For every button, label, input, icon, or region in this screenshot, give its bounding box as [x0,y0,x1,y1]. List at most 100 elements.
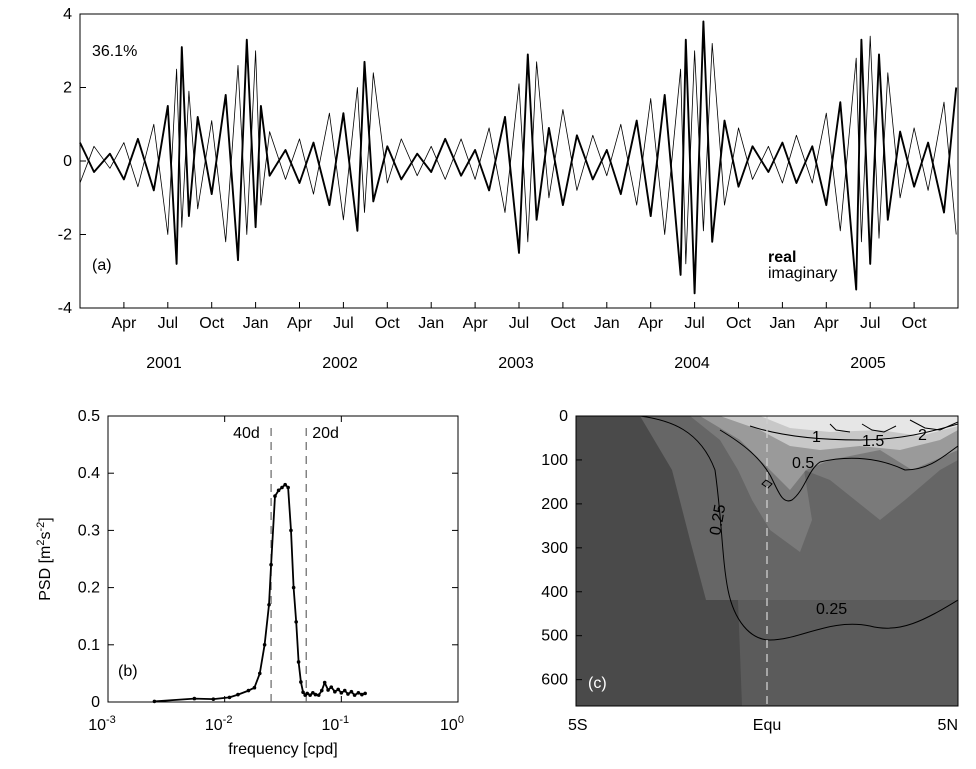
year-label: 2003 [498,355,534,372]
panel-c-x-ticks: 5S Equ 5N [568,717,958,734]
series-line-imaginary [79,35,957,265]
month-tick-label: Jul [333,315,353,332]
y-tick-label: 600 [541,672,568,689]
year-label: 2004 [674,355,710,372]
legend-imaginary: imaginary [768,265,837,282]
psd-point [246,688,251,693]
panel-a-y-ticks: 4 2 0 -2 -4 [58,6,86,317]
y-tick-label: -2 [58,227,72,244]
psd-point [336,687,340,692]
psd-point [316,693,321,697]
psd-point [313,692,318,697]
year-label: 2001 [146,355,182,372]
psd-point [236,692,240,697]
y-tick-label: 200 [541,496,568,513]
panel-b-x-axis-label: frequency [cpd] [228,741,337,758]
month-tick-label: Jan [243,315,269,332]
psd-point [308,693,312,697]
contour-label: 0.5 [792,455,814,472]
panel-b-tag: (b) [118,663,138,680]
panel-b-y-ticks: 0 0.1 0.2 0.3 0.4 0.5 [78,408,458,711]
psd-point [211,697,216,701]
psd-point [286,485,290,490]
month-tick-label: Oct [726,315,751,332]
panel-b-x-ticks: 10-3 10-2 10-1 100 [88,416,464,734]
psd-point [305,691,310,696]
psd-point [322,680,327,685]
y-tick-label: 0 [91,694,100,711]
panel-c-y-ticks: 0 100 200 300 400 500 600 [541,408,582,689]
y-tick-label: 0.1 [78,637,100,654]
shade-lightest [760,416,958,436]
panel-a-tag: (a) [92,257,112,274]
series-line-real [79,20,958,295]
panel-a-percent-annotation: 36.1% [92,43,137,60]
month-tick-label: Apr [638,315,664,332]
contour-0-5 [719,429,958,502]
y-tick-label: 0.4 [78,465,100,482]
year-label: 2005 [850,355,886,372]
psd-point [352,693,357,697]
x-tick-label: Equ [753,717,781,734]
psd-point [299,680,303,684]
psd-point [283,482,287,487]
panel-a-series [79,20,958,295]
y-tick-label: 4 [63,6,72,23]
panel-c-tag: (c) [588,675,607,692]
psd-point [349,689,354,694]
contour-label: 0.25 [707,503,729,537]
month-tick-label: Apr [287,315,313,332]
psd-point [276,488,281,493]
contour-1 [749,423,958,441]
psd-point [267,602,271,607]
psd-point [273,494,277,498]
panel-c-frame [575,415,959,707]
y-tick-label: 500 [541,628,568,645]
panel-c-field [576,416,958,706]
y-tick-label: 0 [63,153,72,170]
x-tick-label: 10-3 [88,714,116,734]
psd-point [227,695,232,700]
psd-point [333,689,337,694]
psd-point [356,691,361,695]
psd-point [152,699,157,704]
panel-a-x-ticks: Apr Jul Oct Jan Apr Jul Oct Jan Apr Jul Oct Jan Apr J… [111,302,927,372]
psd-point [252,685,257,690]
psd-point [296,660,301,664]
panel-b: 40d 20d 00.10.20.30.40.5 10-3 10-2 10-1 100 … [35,408,464,758]
contour-1-5-2 [829,419,958,433]
x-tick-label: 100 [440,714,464,734]
psd-point [291,585,296,590]
month-tick-label: Oct [375,315,400,332]
panel-a: 4 2 0 -2 -4 Apr Jul Oct Jan Apr Jul Oct Jan Apr Jul Oc… [58,6,959,372]
month-tick-label: Jul [684,315,704,332]
psd-point [342,688,347,693]
month-tick-label: Jul [860,315,880,332]
y-tick-label: 0 [559,408,568,425]
month-tick-label: Apr [111,315,137,332]
x-tick-label: 5S [568,717,588,734]
psd-point [363,691,367,696]
panel-c: 0 100 200 300 400 500 600 5S Equ 5N (c) 2 1.5 1 … [541,408,959,734]
psd-point [319,688,324,693]
psd-point [339,691,344,695]
y-tick-label: 0.2 [78,580,100,597]
period-label: 40d [233,425,260,442]
contour-0-25 [639,416,958,641]
psd-point [294,620,298,624]
psd-point [262,643,267,647]
contour-label: 1 [812,429,821,446]
contour-closed-loop [761,479,773,489]
panel-c-contour-labels: 2 1.5 1 0.5 0.25 0.25 [707,427,927,618]
x-tick-label: 10-1 [322,714,350,734]
contour-label: 0.25 [816,601,847,618]
y-tick-label: 400 [541,584,568,601]
contour-label: 1.5 [862,433,884,450]
y-tick-label: 2 [63,80,72,97]
month-tick-label: Oct [199,315,224,332]
panel-a-frame [79,13,959,309]
panel-b-reference-lines: 40d 20d [233,425,339,702]
y-tick-label: -4 [58,300,72,317]
y-tick-label: 100 [541,452,568,469]
